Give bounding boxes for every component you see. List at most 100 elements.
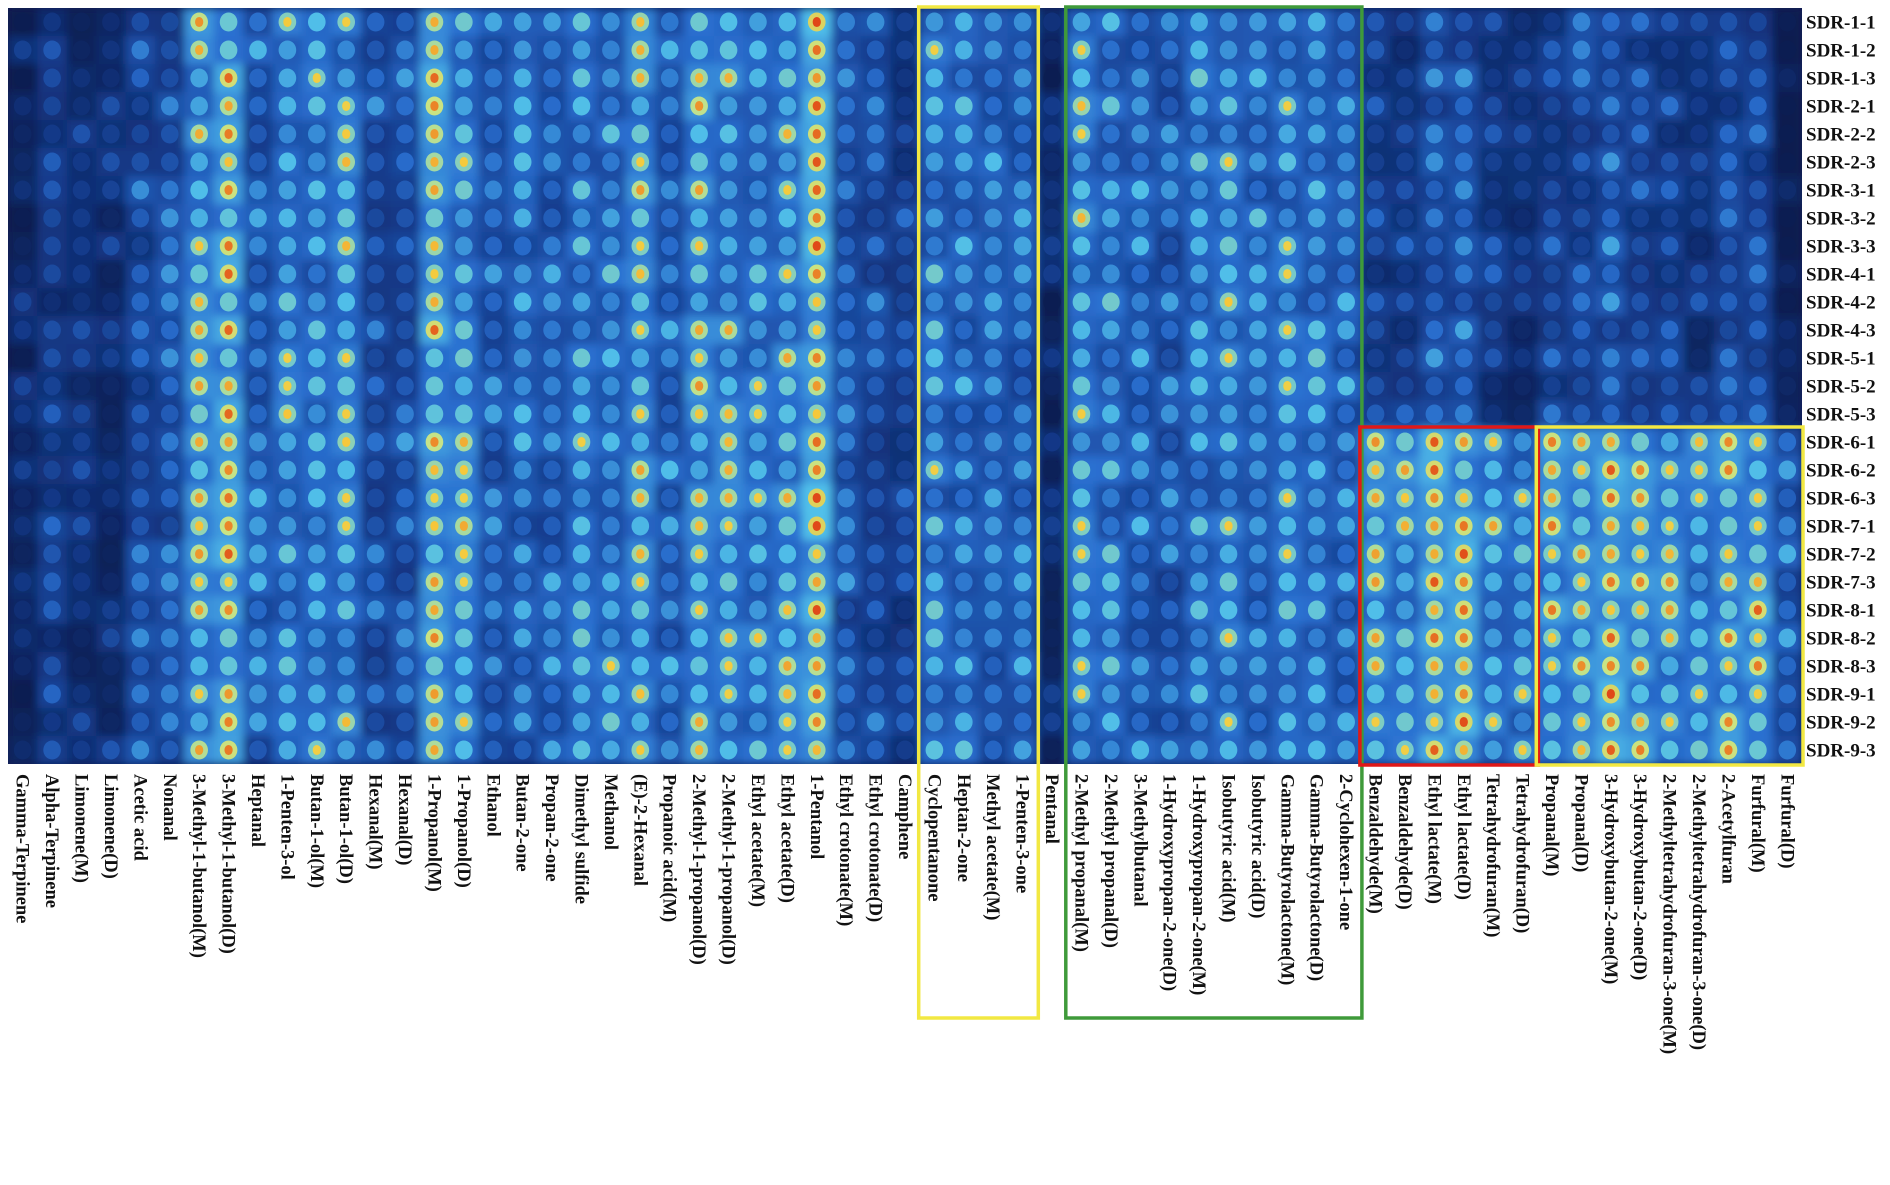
peak-sdr-3-3-c28: [837, 236, 855, 256]
peak-sdr-3-1-c52: [1543, 180, 1561, 200]
peak-sdr-6-1-c2: [72, 432, 91, 452]
peak-sdr-3-3-c45: [1337, 236, 1355, 256]
peak-sdr-1-1-c17: [513, 12, 532, 32]
peak-sdr-1-1-c48: [1425, 12, 1444, 32]
peak-sdr-9-3-c18: [543, 740, 561, 760]
peak-sdr-1-1-c7: [219, 12, 238, 32]
peak-sdr-6-1-c20: [602, 432, 620, 452]
peak-core-sdr-5-2-c43: [1283, 380, 1292, 392]
peak-sdr-2-2-c58: [1719, 124, 1738, 144]
peak-sdr-2-1-c9: [278, 96, 297, 116]
peak-sdr-9-2-c1: [43, 712, 61, 732]
peak-core-sdr-4-1-c7: [224, 268, 233, 280]
peak-sdr-9-3-c38: [1131, 740, 1150, 760]
peak-sdr-8-3-c8: [249, 656, 267, 676]
peak-sdr-6-1-c60: [1778, 432, 1797, 452]
peak-sdr-2-3-c13: [396, 152, 414, 172]
peak-sdr-8-3-c33: [984, 656, 1003, 676]
peak-sdr-1-3-c38: [1131, 68, 1150, 88]
peak-sdr-8-2-c32: [955, 628, 973, 648]
peak-sdr-1-1-c4: [131, 12, 150, 32]
peak-sdr-8-2-c16: [484, 628, 503, 648]
peak-sdr-7-2-c12: [366, 544, 385, 564]
peak-sdr-5-2-c29: [866, 376, 885, 396]
peak-sdr-4-3-c31: [925, 320, 944, 340]
peak-sdr-6-2-c20: [602, 460, 620, 480]
peak-sdr-3-3-c58: [1719, 236, 1738, 256]
peak-sdr-3-3-c40: [1190, 236, 1208, 256]
peak-sdr-4-1-c25: [749, 264, 767, 284]
peak-sdr-4-2-c2: [72, 292, 91, 312]
peak-sdr-4-2-c34: [1013, 292, 1032, 312]
peak-sdr-3-3-c37: [1102, 236, 1120, 256]
peak-sdr-2-1-c24: [719, 96, 738, 116]
peak-sdr-4-1-c44: [1307, 264, 1326, 284]
peak-sdr-5-3-c51: [1513, 404, 1532, 424]
peak-sdr-2-2-c25: [749, 124, 767, 144]
peak-sdr-6-2-c34: [1013, 460, 1032, 480]
peak-sdr-5-2-c4: [131, 376, 150, 396]
peak-sdr-3-2-c16: [484, 208, 503, 228]
peak-sdr-6-2-c17: [513, 460, 532, 480]
peak-core-sdr-3-2-c36: [1077, 212, 1086, 224]
peak-core-sdr-9-2-c41: [1224, 716, 1233, 728]
peak-core-sdr-2-3-c27: [812, 156, 821, 168]
peak-sdr-3-2-c19: [572, 208, 591, 228]
peak-sdr-5-3-c56: [1660, 404, 1679, 424]
peak-core-sdr-7-1-c56: [1665, 520, 1674, 532]
row-label: SDR-9-2: [1806, 713, 1876, 734]
peak-sdr-4-3-c20: [602, 320, 620, 340]
peak-sdr-1-3-c13: [396, 68, 414, 88]
peak-core-sdr-3-3-c14: [430, 240, 439, 252]
peak-sdr-3-2-c0: [13, 208, 32, 228]
peak-sdr-4-3-c57: [1690, 320, 1708, 340]
peak-sdr-7-3-c52: [1543, 572, 1561, 592]
peak-core-sdr-7-2-c27: [812, 548, 821, 560]
peak-sdr-3-3-c9: [278, 236, 297, 256]
peak-sdr-1-1-c1: [43, 12, 61, 32]
peak-core-sdr-4-3-c21: [636, 324, 645, 336]
peak-sdr-9-2-c51: [1513, 712, 1532, 732]
peak-core-sdr-8-3-c49: [1459, 660, 1468, 672]
peak-sdr-6-3-c22: [660, 488, 679, 508]
peak-sdr-7-2-c20: [602, 544, 620, 564]
peak-core-sdr-9-1-c51: [1518, 688, 1527, 700]
peak-sdr-5-1-c18: [543, 348, 561, 368]
peak-sdr-1-1-c59: [1749, 12, 1767, 32]
peak-core-sdr-4-3-c7: [224, 324, 233, 336]
peak-sdr-4-2-c30: [896, 292, 914, 312]
peak-sdr-7-3-c31: [925, 572, 944, 592]
peak-sdr-9-1-c16: [484, 684, 503, 704]
peak-core-sdr-7-1-c41: [1224, 520, 1233, 532]
peak-sdr-7-2-c51: [1513, 544, 1532, 564]
peak-sdr-6-3-c16: [484, 488, 503, 508]
peak-sdr-5-2-c13: [396, 376, 414, 396]
peak-sdr-5-2-c42: [1249, 376, 1267, 396]
peak-sdr-3-1-c57: [1690, 180, 1708, 200]
peak-sdr-4-1-c1: [43, 264, 61, 284]
peak-sdr-7-3-c23: [690, 572, 708, 592]
peak-sdr-1-3-c25: [749, 68, 767, 88]
peak-sdr-8-3-c43: [1278, 656, 1297, 676]
peak-sdr-7-2-c34: [1013, 544, 1032, 564]
peak-sdr-8-2-c13: [396, 628, 414, 648]
column-label: 2-Methyltetrahydrofuran-3-one(M): [1659, 774, 1679, 1054]
peak-core-sdr-9-2-c55: [1636, 716, 1645, 728]
peak-sdr-2-3-c59: [1749, 152, 1767, 172]
peak-sdr-6-1-c39: [1160, 432, 1179, 452]
peak-sdr-7-2-c19: [572, 544, 591, 564]
peak-sdr-6-3-c44: [1307, 488, 1326, 508]
peak-sdr-2-3-c36: [1072, 152, 1091, 172]
peak-sdr-3-3-c31: [925, 236, 944, 256]
peak-sdr-7-1-c31: [925, 516, 944, 536]
column-label: Tetrahydrofuran(M): [1482, 774, 1502, 937]
peak-sdr-6-2-c37: [1102, 460, 1120, 480]
peak-sdr-3-1-c47: [1396, 180, 1414, 200]
peak-sdr-9-2-c12: [366, 712, 385, 732]
peak-sdr-2-3-c18: [543, 152, 561, 172]
peak-sdr-9-2-c13: [396, 712, 414, 732]
peak-sdr-7-2-c16: [484, 544, 503, 564]
peak-sdr-7-3-c38: [1131, 572, 1150, 592]
peak-sdr-2-3-c4: [131, 152, 150, 172]
column-label: Acetic acid: [129, 774, 149, 862]
